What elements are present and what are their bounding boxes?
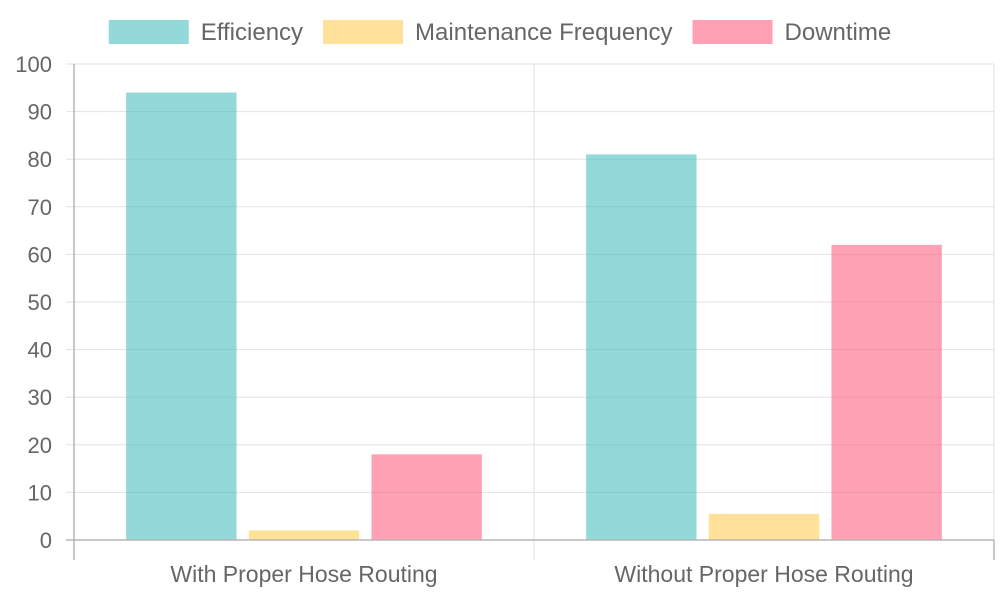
y-axis-ticks: 0 10 20 30 40 50 60 70 80 90 100 <box>15 52 52 553</box>
y-tick-label: 50 <box>28 290 52 315</box>
y-tick-label: 30 <box>28 385 52 410</box>
chart-axes <box>66 64 995 560</box>
y-tick-label: 100 <box>15 52 52 77</box>
y-tick-label: 0 <box>40 528 52 553</box>
y-tick-label: 40 <box>28 338 52 363</box>
bar-maintenance-frequency <box>248 530 360 540</box>
x-axis-labels: With Proper Hose Routing Without Proper H… <box>170 561 913 587</box>
chart-legend: Efficiency Maintenance Frequency Downtime <box>108 19 892 46</box>
bar-downtime <box>371 454 482 540</box>
legend-label: Maintenance Frequency <box>415 19 672 46</box>
x-category-label: Without Proper Hose Routing <box>614 561 913 587</box>
bar-maintenance-frequency <box>708 513 820 540</box>
legend-label: Downtime <box>785 19 892 46</box>
y-tick-label: 90 <box>28 100 52 125</box>
y-tick-label: 10 <box>28 480 52 505</box>
legend-swatch <box>692 20 773 44</box>
x-category-label: With Proper Hose Routing <box>170 561 437 587</box>
bar-downtime <box>831 244 942 540</box>
legend-swatch <box>323 20 404 44</box>
y-tick-label: 20 <box>28 433 52 458</box>
bar-efficiency <box>586 154 697 540</box>
y-tick-label: 80 <box>28 147 52 172</box>
y-tick-label: 60 <box>28 242 52 267</box>
y-tick-label: 70 <box>28 195 52 220</box>
legend-swatch <box>108 20 189 44</box>
bar-efficiency <box>126 92 237 540</box>
legend-label: Efficiency <box>201 19 303 46</box>
chart-bars <box>126 92 942 540</box>
